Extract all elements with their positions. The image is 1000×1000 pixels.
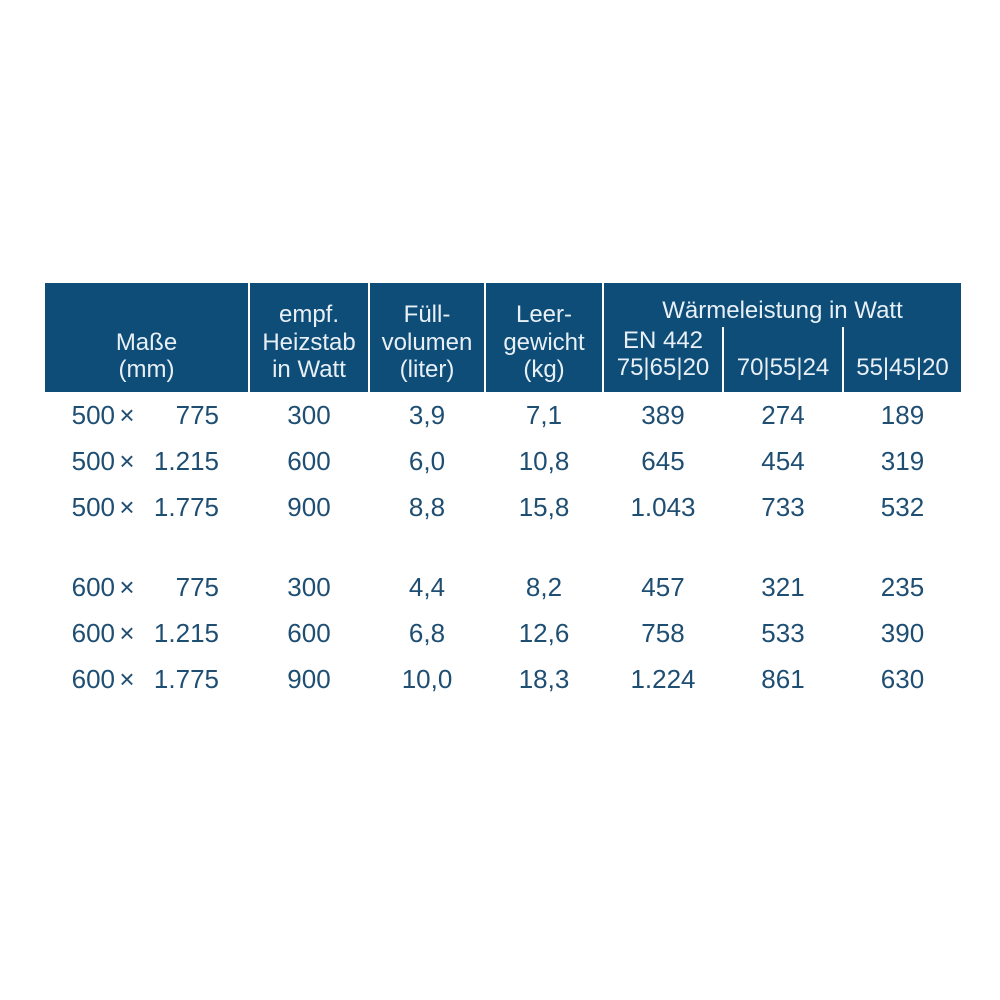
cell-w3: 189 <box>843 392 961 438</box>
cell-w3: 532 <box>843 484 961 530</box>
cell-w3: 630 <box>843 656 961 702</box>
table-body: 500×7753003,97,1389274189500×1.2156006,0… <box>45 392 961 702</box>
table-row: 500×1.2156006,010,8645454319 <box>45 438 961 484</box>
col-header-heizstab: empf.Heizstabin Watt <box>249 283 369 392</box>
cell-w1: 645 <box>603 438 723 484</box>
cell-w2: 733 <box>723 484 843 530</box>
cell-wt: 12,6 <box>485 610 603 656</box>
col-header-volume: Füll-volumen(liter) <box>369 283 485 392</box>
cell-dimensions: 500×1.215 <box>45 438 249 484</box>
cell-w2: 321 <box>723 564 843 610</box>
table-row: 500×7753003,97,1389274189 <box>45 392 961 438</box>
table-row: 600×1.77590010,018,31.224861630 <box>45 656 961 702</box>
cell-w2: 533 <box>723 610 843 656</box>
table-row <box>45 530 961 564</box>
cell-vol: 6,8 <box>369 610 485 656</box>
cell-wt: 7,1 <box>485 392 603 438</box>
cell-heiz: 600 <box>249 438 369 484</box>
col-header-heat-group: Wärmeleistung in Watt <box>603 283 961 327</box>
cell-w2: 274 <box>723 392 843 438</box>
cell-w2: 861 <box>723 656 843 702</box>
table-row: 600×7753004,48,2457321235 <box>45 564 961 610</box>
cell-dimensions: 600×1.775 <box>45 656 249 702</box>
spec-table: Maße(mm) empf.Heizstabin Watt Füll-volum… <box>45 283 961 702</box>
cell-w1: 457 <box>603 564 723 610</box>
cell-wt: 18,3 <box>485 656 603 702</box>
cell-vol: 3,9 <box>369 392 485 438</box>
table-row: 500×1.7759008,815,81.043733532 <box>45 484 961 530</box>
cell-vol: 10,0 <box>369 656 485 702</box>
cell-wt: 8,2 <box>485 564 603 610</box>
cell-vol: 4,4 <box>369 564 485 610</box>
cell-w3: 235 <box>843 564 961 610</box>
col-header-heat-55-45-20: 55|45|20 <box>843 327 961 392</box>
table-header: Maße(mm) empf.Heizstabin Watt Füll-volum… <box>45 283 961 392</box>
cell-heiz: 900 <box>249 484 369 530</box>
cell-wt: 10,8 <box>485 438 603 484</box>
col-header-heat-70-55-24: 70|55|24 <box>723 327 843 392</box>
col-header-weight: Leer-gewicht(kg) <box>485 283 603 392</box>
cell-heiz: 900 <box>249 656 369 702</box>
cell-dimensions: 500×775 <box>45 392 249 438</box>
cell-heiz: 300 <box>249 564 369 610</box>
cell-w3: 319 <box>843 438 961 484</box>
cell-w1: 1.043 <box>603 484 723 530</box>
cell-vol: 8,8 <box>369 484 485 530</box>
cell-heiz: 600 <box>249 610 369 656</box>
cell-wt: 15,8 <box>485 484 603 530</box>
cell-w2: 454 <box>723 438 843 484</box>
col-header-heat-75-65-20: EN 44275|65|20 <box>603 327 723 392</box>
cell-dimensions: 600×775 <box>45 564 249 610</box>
cell-w3: 390 <box>843 610 961 656</box>
cell-dimensions: 500×1.775 <box>45 484 249 530</box>
col-header-dimensions: Maße(mm) <box>45 283 249 392</box>
cell-w1: 1.224 <box>603 656 723 702</box>
cell-dimensions: 600×1.215 <box>45 610 249 656</box>
cell-w1: 758 <box>603 610 723 656</box>
cell-heiz: 300 <box>249 392 369 438</box>
table-row: 600×1.2156006,812,6758533390 <box>45 610 961 656</box>
cell-vol: 6,0 <box>369 438 485 484</box>
cell-w1: 389 <box>603 392 723 438</box>
spec-table-container: Maße(mm) empf.Heizstabin Watt Füll-volum… <box>45 283 961 702</box>
